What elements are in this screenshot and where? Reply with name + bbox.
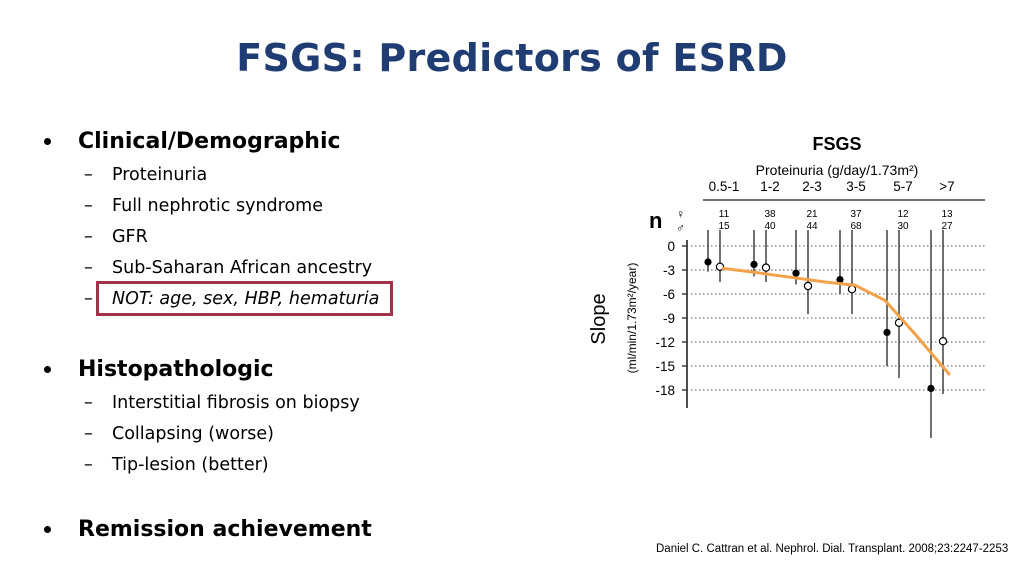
- trend-line: [721, 266, 951, 376]
- dash-icon: –: [84, 258, 93, 278]
- dash-icon: –: [84, 196, 93, 216]
- y-tick-label: -18: [655, 383, 675, 398]
- data-point-filled: [883, 328, 891, 336]
- list-item-highlighted: – NOT: age, sex, HBP, hematuria: [44, 281, 393, 316]
- dash-icon: –: [84, 165, 93, 185]
- n-female-count: 37: [850, 209, 862, 220]
- n-male-count: 68: [850, 221, 862, 232]
- list-item: – Tip-lesion (better): [44, 450, 360, 481]
- y-tick-label: 0: [667, 239, 675, 254]
- data-point-filled: [750, 260, 758, 268]
- section-title: Remission achievement: [44, 516, 372, 544]
- female-symbol-icon: ♀: [676, 207, 685, 221]
- section-remission: Remission achievement: [44, 516, 372, 544]
- category-label: 0.5-1: [709, 179, 740, 194]
- category-label: >7: [939, 179, 954, 194]
- y-tick-label: -9: [663, 311, 675, 326]
- section-title: Histopathologic: [44, 356, 360, 384]
- y-tick-label: -6: [663, 287, 675, 302]
- dash-icon: –: [84, 393, 93, 413]
- n-female-count: 11: [719, 209, 730, 220]
- n-female-count: 38: [764, 209, 776, 220]
- section-title: Clinical/Demographic: [44, 128, 379, 156]
- n-male-count: 40: [764, 221, 776, 232]
- data-point-open: [761, 263, 771, 272]
- list-item: – Interstitial fibrosis on biopsy: [44, 388, 360, 419]
- section-clinical-demographic: Clinical/Demographic – Proteinuria – Ful…: [44, 128, 393, 316]
- n-male-count: 44: [806, 221, 818, 232]
- dash-icon: –: [84, 424, 93, 444]
- y-tick-label: -15: [655, 359, 675, 374]
- n-female-count: 12: [897, 209, 909, 220]
- list-item-text: Sub-Saharan African ancestry: [112, 258, 373, 278]
- n-male-count: 30: [897, 221, 909, 232]
- y-tick-label: -3: [663, 263, 675, 278]
- category-label: 1-2: [760, 179, 780, 194]
- list-item: – GFR: [44, 222, 379, 253]
- fsgs-chart-svg: FSGS Proteinuria (g/day/1.73m²) 0.5-1 1-2 2-…: [588, 134, 985, 438]
- n-female-count: 21: [806, 209, 818, 220]
- data-point-filled: [792, 269, 800, 277]
- fsgs-chart: FSGS Proteinuria (g/day/1.73m²) 0.5-1 1-2 2-…: [585, 132, 1015, 442]
- slide-title: FSGS: Predictors of ESRD: [236, 36, 788, 80]
- dash-icon: –: [84, 455, 93, 475]
- male-symbol-icon: ♂: [676, 221, 685, 235]
- highlight-box: [96, 281, 393, 316]
- sub-list: – Proteinuria – Full nephrotic syndrome …: [44, 160, 393, 316]
- category-label: 3-5: [846, 179, 866, 194]
- dash-icon: –: [84, 289, 93, 309]
- n-male-count: 27: [941, 221, 953, 232]
- category-label: 5-7: [893, 179, 913, 194]
- n-label: n: [649, 208, 662, 233]
- dash-icon: –: [84, 227, 93, 247]
- data-point-open: [894, 318, 904, 327]
- chart-title: FSGS: [812, 134, 861, 154]
- section-title-text: Remission achievement: [78, 517, 372, 542]
- list-item-text: Full nephrotic syndrome: [112, 196, 323, 216]
- section-title-text: Histopathologic: [78, 357, 274, 382]
- list-item: – Sub-Saharan African ancestry: [44, 253, 379, 284]
- n-male-count: 15: [718, 221, 730, 232]
- data-point-open: [803, 281, 813, 291]
- list-item-text: Tip-lesion (better): [112, 455, 269, 475]
- citation: Daniel C. Cattran et al. Nephrol. Dial. …: [656, 543, 1009, 555]
- bullet-dot-icon: [44, 526, 51, 533]
- list-item: – Full nephrotic syndrome: [44, 191, 379, 222]
- y-tick-label: -12: [655, 335, 675, 350]
- list-item-text: Proteinuria: [112, 165, 208, 185]
- y-axis-units: (ml/min/1.73m²/year): [625, 263, 639, 374]
- section-histopathologic: Histopathologic – Interstitial fibrosis …: [44, 356, 360, 481]
- data-point-filled: [836, 276, 844, 284]
- sub-list: – Interstitial fibrosis on biopsy – Coll…: [44, 388, 360, 481]
- category-label: 2-3: [802, 179, 822, 194]
- chart-subtitle: Proteinuria (g/day/1.73m²): [756, 162, 919, 178]
- data-point-open: [847, 284, 857, 294]
- list-item: – Proteinuria: [44, 160, 379, 191]
- list-item: – Collapsing (worse): [44, 419, 360, 450]
- y-axis-title: Slope: [588, 293, 610, 344]
- data-point-filled: [704, 258, 712, 266]
- bullet-dot-icon: [44, 366, 51, 373]
- list-item-text: NOT: age, sex, HBP, hematuria: [112, 289, 380, 309]
- n-female-count: 13: [941, 209, 953, 220]
- bullet-dot-icon: [44, 138, 51, 145]
- list-item-text: Collapsing (worse): [112, 424, 274, 444]
- section-title-text: Clinical/Demographic: [78, 129, 341, 154]
- data-point-filled: [927, 384, 935, 392]
- data-point-open: [938, 336, 948, 346]
- list-item-text: Interstitial fibrosis on biopsy: [112, 393, 360, 413]
- list-item-text: GFR: [112, 227, 148, 247]
